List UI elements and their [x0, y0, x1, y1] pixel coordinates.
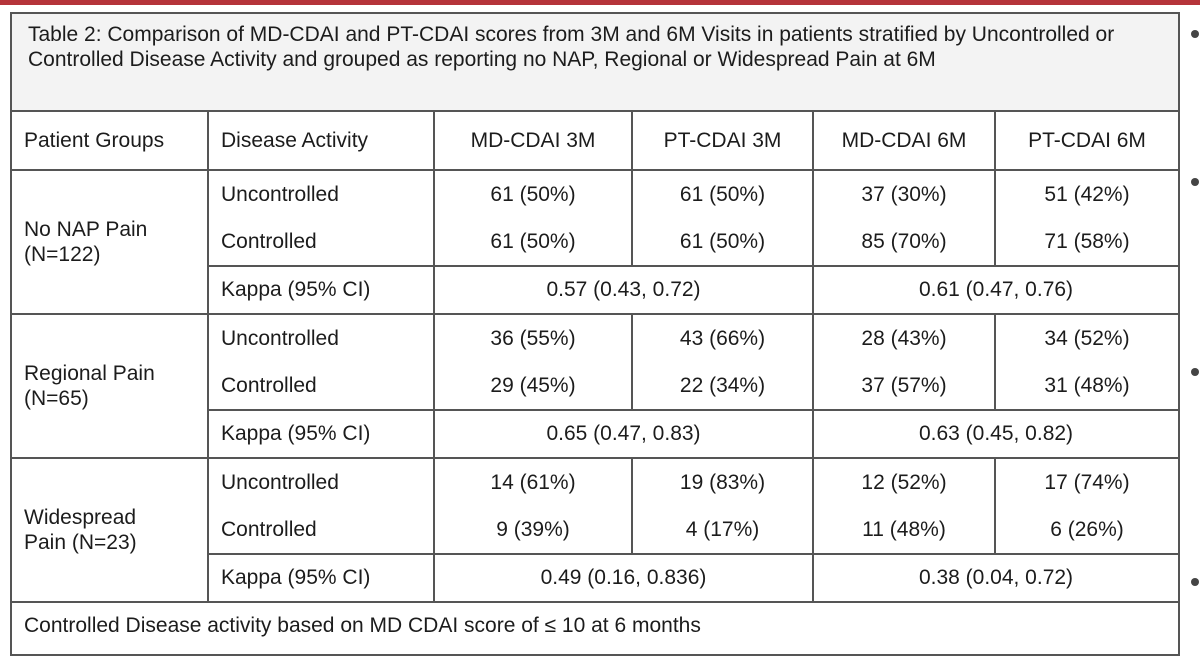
value-cell: 22 (34%) [631, 362, 814, 411]
top-accent-rule [0, 0, 1200, 5]
table-row: No NAP Pain (N=122) Uncontrolled 61 (50%) 61… [12, 169, 1178, 314]
bullet-dot [1191, 578, 1199, 586]
value-cell: 61 (50%) [631, 169, 814, 218]
value-cell: 37 (57%) [812, 362, 996, 411]
value-cell: 17 (74%) [994, 457, 1178, 506]
kappa-6m-cell: 0.63 (0.45, 0.82) [812, 409, 1178, 459]
kappa-label-cell: Kappa (95% CI) [208, 409, 435, 459]
disease-activity-cell: Controlled [208, 362, 435, 411]
disease-activity-cell: Uncontrolled [207, 169, 435, 218]
kappa-3m-cell: 0.65 (0.47, 0.83) [433, 409, 814, 459]
slide-bullet-column [1189, 0, 1200, 666]
footnote-row: Controlled Disease activity based on MD … [12, 601, 1178, 648]
value-cell: 19 (83%) [631, 457, 814, 506]
value-cell: 36 (55%) [433, 313, 633, 362]
patient-group-cell: Regional Pain (N=65) [12, 313, 209, 458]
patient-group-cell: Widespread Pain (N=23) [12, 457, 209, 602]
value-cell: 4 (17%) [631, 506, 814, 555]
value-cell: 61 (50%) [433, 169, 633, 218]
table-row: Controlled 9 (39%) 4 (17%) 11 (48%) 6 (26%) [12, 506, 1178, 555]
value-cell: 28 (43%) [812, 313, 996, 362]
kappa-6m-cell: 0.61 (0.47, 0.76) [812, 265, 1178, 315]
kappa-row: Kappa (95% CI) 0.65 (0.47, 0.83) 0.63 (0.4… [12, 409, 1178, 459]
value-cell: 11 (48%) [812, 506, 996, 555]
disease-activity-cell: Uncontrolled [207, 457, 435, 506]
value-cell: 71 (58%) [994, 218, 1178, 267]
header-disease-activity: Disease Activity [207, 112, 435, 171]
table-row: Regional Pain (N=65) Uncontrolled 36 (55%) 4… [12, 313, 1178, 458]
comparison-table: Patient Groups Disease Activity MD-CDAI … [12, 112, 1178, 648]
value-cell: 61 (50%) [433, 218, 633, 267]
bullet-dot [1191, 30, 1199, 38]
bullet-dot [1191, 178, 1199, 186]
value-cell: 34 (52%) [994, 313, 1178, 362]
header-md-cdai-6m: MD-CDAI 6M [812, 112, 996, 171]
value-cell: 31 (48%) [994, 362, 1178, 411]
table-footnote: Controlled Disease activity based on MD … [12, 601, 1178, 648]
kappa-row: Kappa (95% CI) 0.49 (0.16, 0.836) 0.38 (0.… [12, 553, 1178, 603]
table-frame: Table 2: Comparison of MD-CDAI and PT-CD… [10, 12, 1180, 656]
kappa-6m-cell: 0.38 (0.04, 0.72) [812, 553, 1178, 603]
kappa-3m-cell: 0.49 (0.16, 0.836) [433, 553, 814, 603]
header-pt-cdai-3m: PT-CDAI 3M [631, 112, 814, 171]
value-cell: 29 (45%) [433, 362, 633, 411]
header-patient-groups: Patient Groups [12, 112, 209, 171]
header-md-cdai-3m: MD-CDAI 3M [433, 112, 633, 171]
value-cell: 61 (50%) [631, 218, 814, 267]
value-cell: 6 (26%) [994, 506, 1178, 555]
value-cell: 51 (42%) [994, 169, 1178, 218]
value-cell: 85 (70%) [812, 218, 996, 267]
value-cell: 37 (30%) [812, 169, 996, 218]
bullet-dot [1191, 368, 1199, 376]
value-cell: 14 (61%) [433, 457, 633, 506]
kappa-label-cell: Kappa (95% CI) [208, 265, 435, 315]
disease-activity-cell: Controlled [208, 506, 435, 555]
table-caption: Table 2: Comparison of MD-CDAI and PT-CD… [12, 14, 1178, 112]
kappa-label-cell: Kappa (95% CI) [208, 553, 435, 603]
patient-group-cell: No NAP Pain (N=122) [12, 169, 209, 314]
table-row: Widespread Pain (N=23) Uncontrolled 14 (61%… [12, 457, 1178, 602]
disease-activity-cell: Uncontrolled [207, 313, 435, 362]
value-cell: 43 (66%) [631, 313, 814, 362]
kappa-3m-cell: 0.57 (0.43, 0.72) [433, 265, 814, 315]
value-cell: 12 (52%) [812, 457, 996, 506]
disease-activity-cell: Controlled [208, 218, 435, 267]
table-row: Controlled 61 (50%) 61 (50%) 85 (70%) 71 (58… [12, 218, 1178, 267]
kappa-row: Kappa (95% CI) 0.57 (0.43, 0.72) 0.61 (0.4… [12, 265, 1178, 315]
table-row: Controlled 29 (45%) 22 (34%) 37 (57%) 31 (48… [12, 362, 1178, 411]
header-pt-cdai-6m: PT-CDAI 6M [994, 112, 1178, 171]
header-row: Patient Groups Disease Activity MD-CDAI … [12, 112, 1178, 171]
value-cell: 9 (39%) [433, 506, 633, 555]
